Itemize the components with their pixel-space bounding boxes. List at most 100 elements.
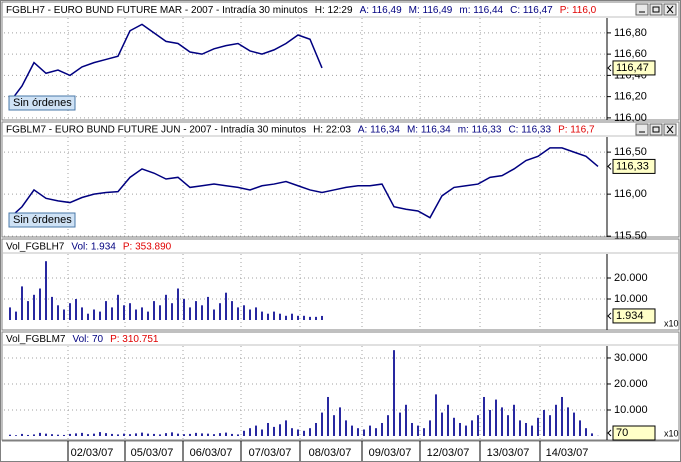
window-button-icon <box>666 125 674 134</box>
volume-bar <box>141 307 143 321</box>
panel-frame <box>1 1 680 121</box>
volume-bar <box>45 433 47 436</box>
volume-bar <box>81 307 83 321</box>
header-item: Vol: 1.934 <box>71 241 116 252</box>
volume-bar <box>303 315 305 321</box>
volume-bar <box>345 420 347 436</box>
window-button-min[interactable] <box>635 3 649 16</box>
price-line <box>9 147 599 219</box>
last-value-arrow <box>607 312 612 320</box>
volume-bar <box>543 409 545 436</box>
volume-bar <box>279 313 281 321</box>
volume-bar <box>141 432 143 436</box>
volume-bar <box>39 288 41 321</box>
x-tick-label: 07/03/07 <box>249 447 292 459</box>
volume-bar <box>315 316 317 321</box>
volume-bar <box>159 305 161 321</box>
volume-bar <box>21 433 23 436</box>
window-button-max[interactable] <box>649 3 663 16</box>
window-button-icon <box>652 6 660 13</box>
volume-bar <box>267 422 269 436</box>
volume-bar <box>297 315 299 321</box>
x-tick-label: 05/03/07 <box>131 447 174 459</box>
volume-bar <box>351 425 353 436</box>
panel-header: Vol_FGBLM7 Vol: 70 P: 310.751 <box>6 334 159 345</box>
window-button-min[interactable] <box>635 123 649 136</box>
volume-bar <box>549 415 551 436</box>
volume-bar <box>81 432 83 436</box>
volume-bar <box>225 292 227 321</box>
window-button-max[interactable] <box>649 123 663 136</box>
volume-bar <box>117 434 119 436</box>
last-value-label: 70 <box>616 427 628 439</box>
y-tick-label: 116,80 <box>614 27 647 39</box>
last-value-label: 116,47 <box>616 62 649 74</box>
y-tick-label: 116,00 <box>614 188 647 200</box>
volume-bar <box>27 301 29 321</box>
volume-bar <box>573 412 575 436</box>
volume-bar <box>213 309 215 321</box>
volume-bar <box>561 396 563 436</box>
volume-bar <box>309 428 311 436</box>
volume-bar <box>165 294 167 321</box>
price-line <box>9 23 323 103</box>
volume-bar <box>33 294 35 321</box>
panel-header: FGBLH7 - EURO BUND FUTURE MAR - 2007 - I… <box>6 5 597 16</box>
volume-bar <box>105 301 107 321</box>
header-item: P: 310.751 <box>110 334 159 345</box>
volume-bar <box>231 301 233 321</box>
volume-bar <box>465 425 467 436</box>
volume-bar <box>339 407 341 436</box>
volume-bar <box>147 433 149 436</box>
volume-bar <box>249 309 251 321</box>
volume-bar <box>27 434 29 436</box>
volume-bar <box>579 420 581 436</box>
header-item: Vol: 70 <box>72 334 103 345</box>
header-item: m: 116,44 <box>459 5 503 16</box>
volume-bar <box>63 434 65 436</box>
header-item: FGBLM7 - EURO BUND FUTURE JUN - 2007 - I… <box>6 124 306 135</box>
volume-bar <box>129 434 131 436</box>
volume-bar <box>165 433 167 436</box>
volume-bar <box>531 425 533 436</box>
volume-bar <box>279 424 281 436</box>
volume-bar <box>297 429 299 436</box>
last-value-label: 116,33 <box>616 160 649 172</box>
orders-button[interactable] <box>8 212 76 228</box>
volume-bar <box>87 434 89 436</box>
y-tick-label: 10.000 <box>614 293 648 305</box>
volume-bar <box>261 429 263 436</box>
volume-bar <box>237 307 239 321</box>
volume-bar <box>9 307 11 321</box>
volume-bar <box>75 433 77 436</box>
volume-bar <box>501 407 503 436</box>
orders-button[interactable] <box>8 95 76 111</box>
last-value-box <box>612 308 656 324</box>
volume-bar <box>513 404 515 436</box>
y-tick-label: 10.000 <box>614 404 648 416</box>
header-item: H: 12:29 <box>315 5 353 16</box>
volume-bar <box>273 311 275 321</box>
volume-bar <box>243 305 245 321</box>
volume-bar <box>183 299 185 321</box>
orders-button-label[interactable]: Sin órdenes <box>13 97 72 109</box>
volume-bar <box>483 396 485 436</box>
orders-button-label[interactable]: Sin órdenes <box>13 214 72 226</box>
volume-bar <box>261 311 263 321</box>
volume-bar <box>111 433 113 436</box>
volume-bar <box>57 305 59 321</box>
volume-bar <box>237 434 239 436</box>
volume-bar <box>387 415 389 436</box>
header-item: A: 116,34 <box>358 124 401 135</box>
header-item: C: 116,33 <box>508 124 551 135</box>
header-item: P: 116,0 <box>560 5 597 16</box>
volume-bar <box>315 422 317 436</box>
volume-bar <box>123 433 125 436</box>
x-tick-label: 02/03/07 <box>71 447 114 459</box>
volume-bar <box>135 433 137 436</box>
panel-header: FGBLM7 - EURO BUND FUTURE JUN - 2007 - I… <box>6 124 595 135</box>
volume-bar <box>519 420 521 436</box>
volume-bar <box>33 434 35 436</box>
last-value-box <box>612 60 656 76</box>
